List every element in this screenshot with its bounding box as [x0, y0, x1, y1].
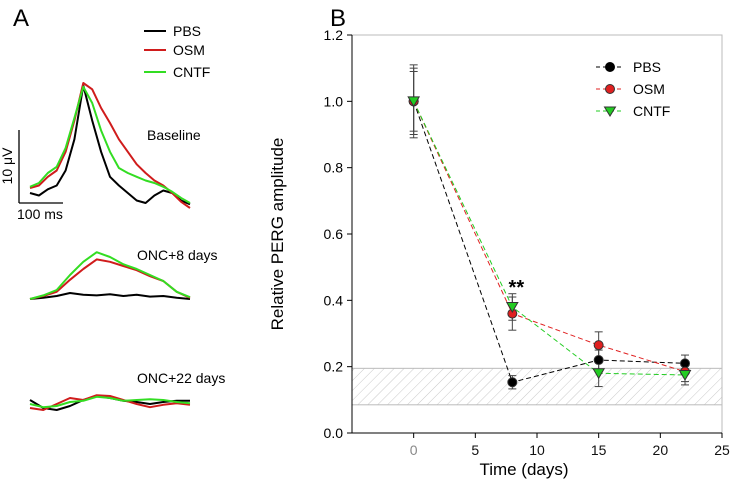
reference-band: [351, 367, 723, 406]
series-line-cntf: [413, 101, 686, 376]
significance-marker: **: [509, 277, 525, 299]
scale-bar: 10 μV 100 ms: [0, 130, 63, 222]
data-point-osm: [593, 340, 604, 351]
x-tick-label: 5: [471, 442, 479, 458]
legend-b-marker-pbs: [605, 62, 615, 72]
legend-b-marker-osm: [605, 84, 615, 94]
x-axis-title: Time (days): [479, 460, 568, 479]
data-series: [407, 64, 692, 390]
trace-label-baseline: Baseline: [147, 127, 201, 143]
y-tick-label: 0.0: [324, 425, 344, 441]
trace-baseline-osm: [29, 82, 191, 209]
panel-a-legend: PBS OSM CNTF: [144, 23, 210, 80]
legend-a-label-pbs: PBS: [173, 23, 201, 39]
y-ticks: 0.0 0.2 0.4 0.6 0.8 1.0 1.2: [324, 27, 352, 441]
legend-a-label-osm: OSM: [173, 42, 205, 58]
data-point-pbs: [680, 358, 690, 369]
x-tick-label: 0: [410, 442, 418, 458]
panel-a: PBS OSM CNTF 10 μV 100 ms Baseline ONC+8…: [0, 23, 225, 411]
trace-baseline-cntf: [29, 85, 191, 204]
data-point-pbs: [593, 355, 604, 366]
data-point-cntf: [592, 368, 606, 380]
series-line-pbs: [413, 101, 686, 383]
x-tick-label: 25: [714, 442, 730, 458]
y-tick-label: 0.4: [324, 292, 344, 308]
series-line-osm: [413, 101, 686, 373]
legend-b-label-cntf: CNTF: [633, 103, 670, 119]
y-tick-label: 0.2: [324, 359, 344, 375]
x-tick-label: 20: [653, 442, 669, 458]
panel-label-a: A: [13, 5, 29, 32]
y-tick-label: 1.0: [324, 93, 344, 109]
legend-a-label-cntf: CNTF: [173, 64, 210, 80]
scale-bar-x-label: 100 ms: [17, 206, 63, 222]
trace-onc22-cntf: [29, 395, 191, 409]
trace-baseline-pbs: [29, 84, 191, 206]
data-point-pbs: [507, 377, 518, 388]
trace-label-onc22: ONC+22 days: [137, 370, 225, 386]
data-point-cntf: [505, 301, 519, 313]
y-axis-title: Relative PERG amplitude: [268, 138, 287, 331]
y-tick-label: 1.2: [324, 27, 344, 43]
x-tick-label: 10: [529, 442, 545, 458]
x-tick-label: 15: [591, 442, 607, 458]
trace-onc22-osm: [29, 394, 191, 411]
legend-b-label-osm: OSM: [633, 81, 665, 97]
trace-onc8-pbs: [29, 292, 191, 300]
trace-onc8-osm: [29, 258, 191, 300]
legend-b-marker-cntf: [603, 106, 617, 117]
data-point-cntf: [407, 96, 421, 108]
legend-b-label-pbs: PBS: [633, 59, 661, 75]
trace-onc8-cntf: [29, 251, 191, 300]
panel-label-b: B: [330, 5, 346, 32]
data-point-cntf: [678, 369, 692, 381]
y-tick-label: 0.6: [324, 226, 344, 242]
panel-b: 0.0 0.2 0.4 0.6 0.8 1.0 1.2 0 5 10 15 20 25 Relativ…: [268, 27, 730, 479]
panel-b-legend: PBS OSM CNTF: [596, 59, 670, 119]
scale-bar-y-label: 10 μV: [0, 147, 15, 185]
trace-label-onc8: ONC+8 days: [137, 247, 218, 263]
y-tick-label: 0.8: [324, 160, 344, 176]
waveform-traces: [29, 82, 191, 411]
x-ticks: 0 5 10 15 20 25: [410, 433, 730, 458]
